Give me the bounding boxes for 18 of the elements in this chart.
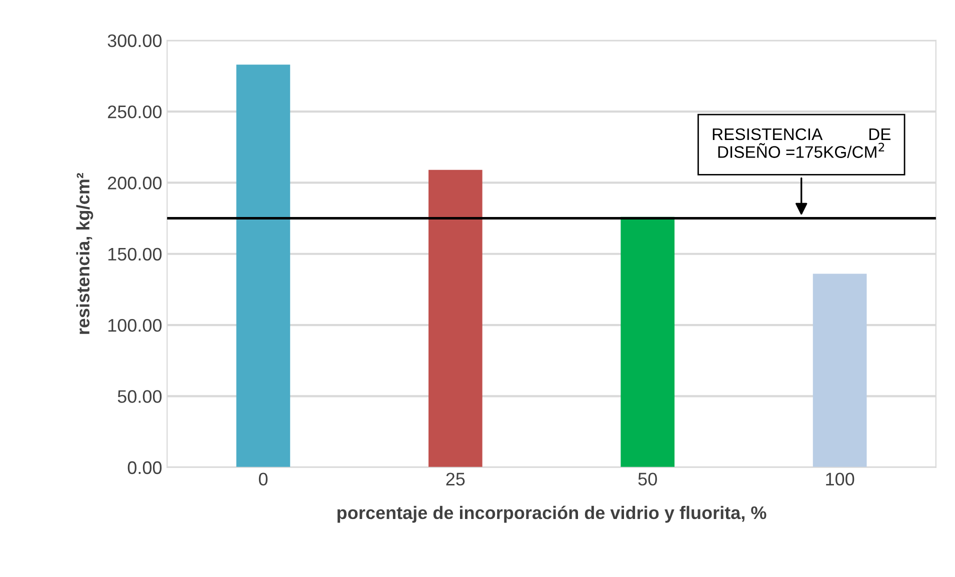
bar [812, 274, 867, 468]
y-tick-label: 250.00 [108, 105, 162, 118]
x-tick-label: 25 [446, 472, 465, 486]
bar [428, 170, 482, 468]
y-tick-label: 200.00 [108, 176, 162, 190]
y-axis-title: resistencia, kg/cm² [76, 172, 94, 334]
bar [620, 216, 675, 468]
y-tick-label: 300.00 [108, 34, 162, 48]
y-tick-label: 50.00 [118, 390, 162, 403]
y-tick-label: 0.00 [128, 461, 162, 474]
y-tick-label: 150.00 [108, 248, 162, 261]
ref-line-label: RESISTENCIA DE DISEÑO =175KG/CM$^{2}$ [712, 128, 890, 158]
x-tick-label: 50 [638, 472, 657, 486]
x-tick-label: 0 [258, 472, 268, 486]
x-axis-title: porcentaje de incorporación de vidrio y fluorita, % [338, 506, 766, 523]
bar [236, 64, 290, 468]
x-tick-label: 100 [826, 472, 854, 486]
y-tick-label: 100.00 [108, 318, 162, 332]
